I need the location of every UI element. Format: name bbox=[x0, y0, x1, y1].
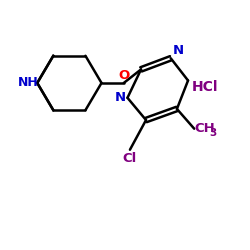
Text: Cl: Cl bbox=[123, 152, 137, 165]
Text: N: N bbox=[173, 44, 184, 57]
Text: NH: NH bbox=[18, 76, 39, 90]
Text: N: N bbox=[114, 91, 126, 104]
Text: CH: CH bbox=[194, 122, 215, 135]
Text: 3: 3 bbox=[209, 128, 216, 138]
Text: HCl: HCl bbox=[192, 80, 218, 94]
Text: O: O bbox=[118, 69, 130, 82]
